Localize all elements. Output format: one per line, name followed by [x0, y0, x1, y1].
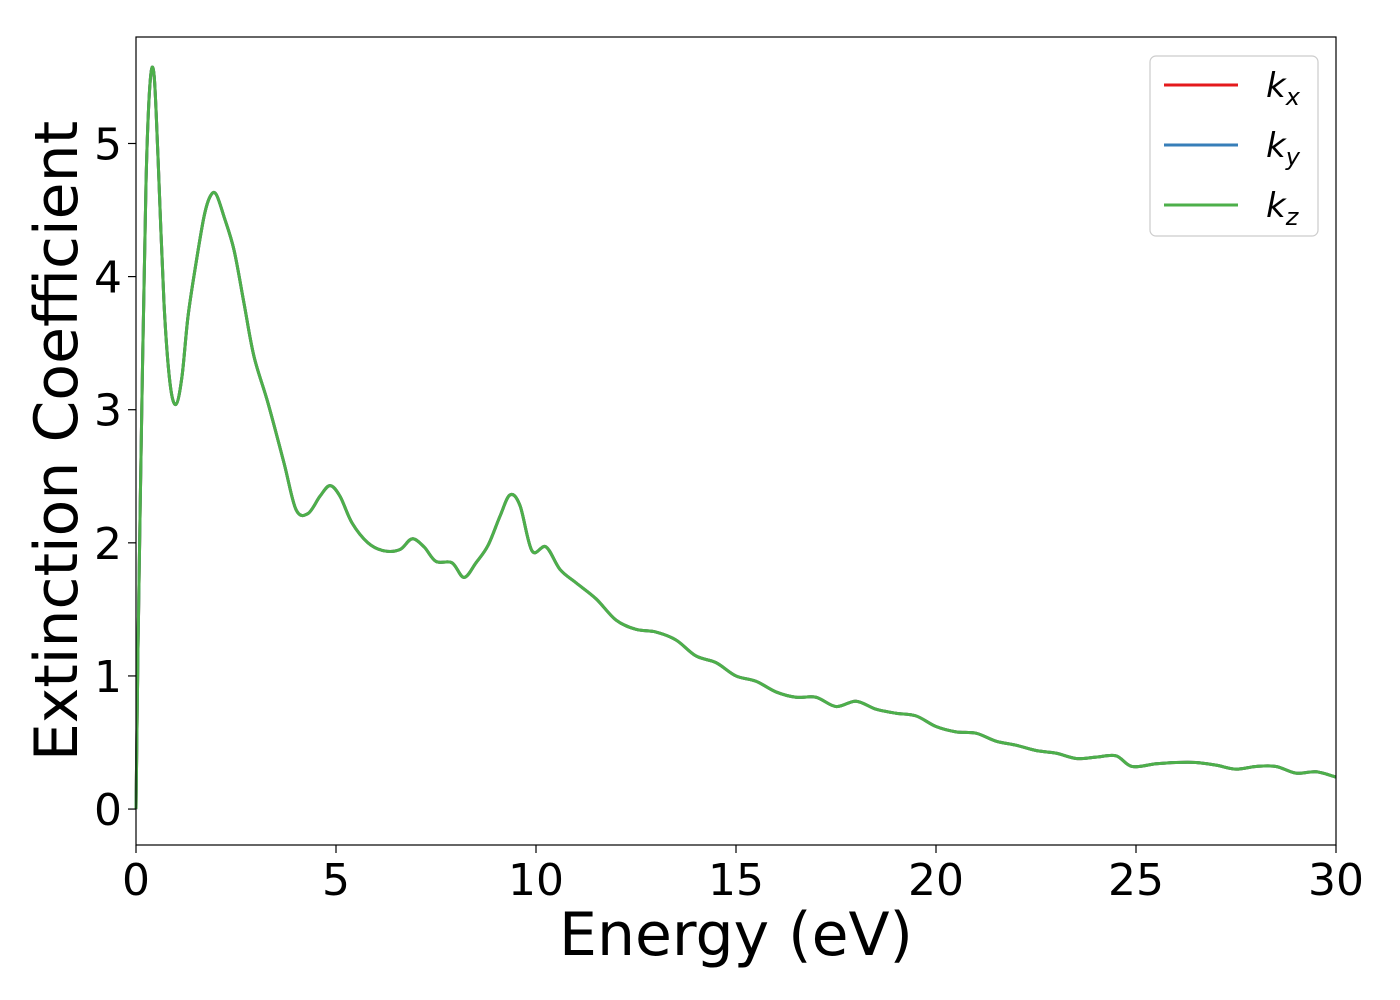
x-axis-title: Energy (eV) — [559, 900, 913, 970]
x-tick-label: 20 — [908, 855, 964, 906]
y-tick-label: 4 — [94, 253, 122, 304]
legend-label-subscript: x — [1285, 83, 1301, 111]
legend-label-base: k — [1266, 126, 1287, 166]
x-tick-label: 15 — [708, 855, 764, 906]
legend-label: kx — [1266, 66, 1301, 111]
legend-label-base: k — [1266, 66, 1287, 106]
y-axis-ticks: 0 1 2 3 4 5 — [94, 119, 136, 836]
y-tick-label: 5 — [94, 119, 122, 170]
legend-label: ky — [1266, 126, 1301, 171]
legend-label-subscript: z — [1285, 203, 1300, 231]
legend-label-subscript: y — [1285, 143, 1301, 171]
x-tick-label: 25 — [1108, 855, 1164, 906]
y-tick-label: 3 — [94, 386, 122, 437]
y-axis-title: Extinction Coefficient — [22, 121, 92, 761]
series-line-k-z — [134, 65, 1337, 810]
legend-label-base: k — [1266, 186, 1287, 226]
x-tick-label: 0 — [122, 855, 150, 906]
x-tick-label: 5 — [322, 855, 350, 906]
x-tick-label: 10 — [508, 855, 564, 906]
legend-label: kz — [1266, 186, 1300, 231]
y-tick-label: 1 — [94, 652, 122, 703]
y-tick-label: 0 — [94, 785, 122, 836]
y-tick-label: 2 — [94, 519, 122, 570]
series-layer — [134, 65, 1337, 810]
x-tick-label: 30 — [1308, 855, 1364, 906]
x-axis-ticks: 0 5 10 15 20 25 30 — [122, 845, 1364, 906]
